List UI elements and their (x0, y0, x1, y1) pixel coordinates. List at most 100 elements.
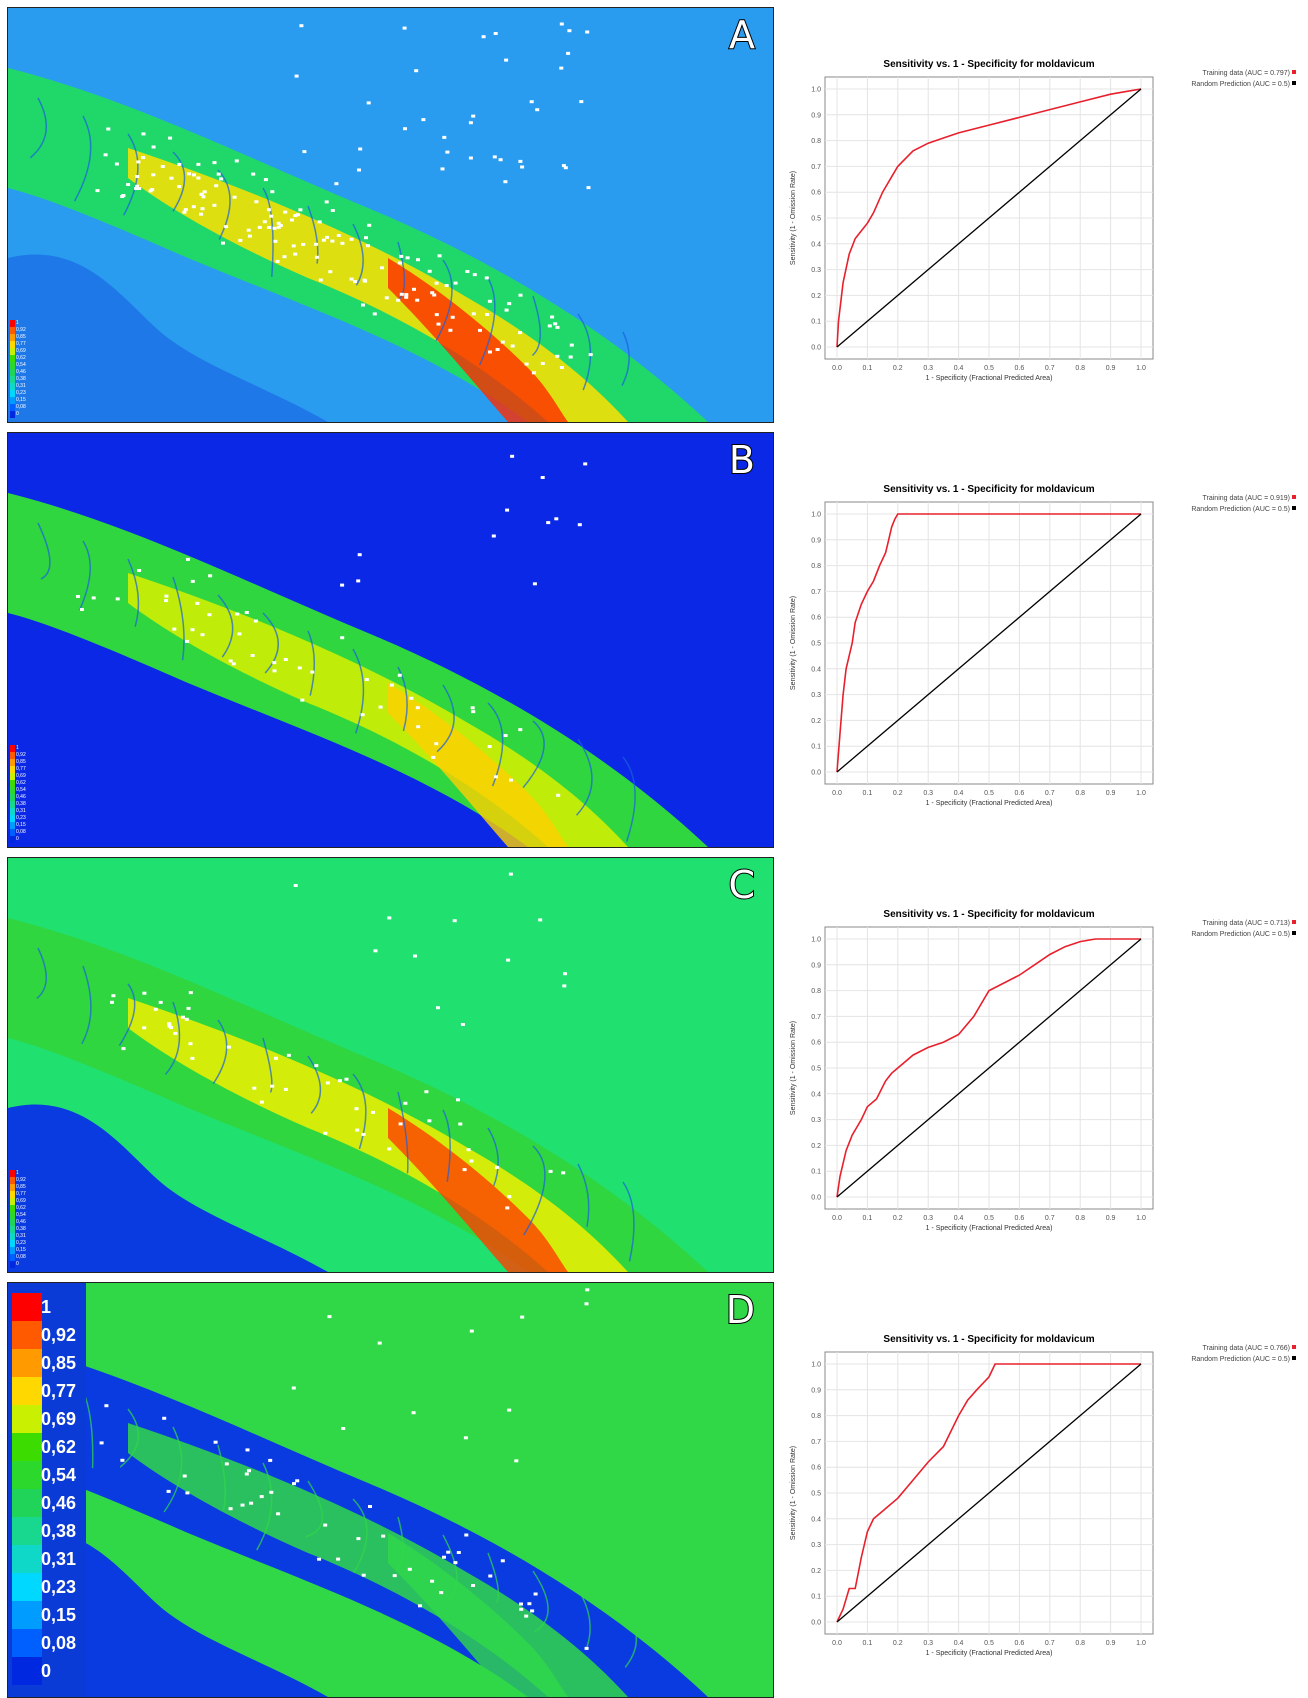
river-line (577, 1163, 590, 1227)
occurrence-point (340, 241, 345, 245)
occurrence-point (294, 74, 299, 78)
occurrence-point (252, 1086, 257, 1090)
occurrence-point (524, 1614, 529, 1618)
occurrence-point (190, 628, 195, 632)
y-tick-label: 0.4 (811, 1091, 821, 1098)
occurrence-point (456, 1551, 461, 1554)
legend-tick-label: 0,85 (16, 1184, 26, 1190)
legend-swatch (12, 1433, 42, 1461)
occurrence-point (547, 324, 552, 328)
occurrence-point (398, 1122, 403, 1126)
occurrence-point (372, 312, 377, 316)
river-line (307, 205, 319, 264)
occurrence-point (532, 582, 537, 586)
occurrence-point (323, 1131, 328, 1135)
y-tick-label: 1.0 (811, 512, 821, 519)
legend-swatch (10, 808, 15, 815)
y-tick-label: 0.9 (811, 1387, 821, 1394)
occurrence-point (442, 135, 447, 139)
y-tick-label: 0.3 (811, 1117, 821, 1124)
occurrence-point (357, 553, 362, 557)
occurrence-point (472, 273, 477, 277)
occurrence-point (389, 683, 394, 687)
occurrence-point (367, 223, 372, 227)
map-panel-c: C 1 0,92 0,85 0,77 0,69 0,62 0,54 0,46 0,38 0,31 0… (7, 857, 774, 1273)
river-line (217, 594, 234, 658)
occurrence-point (445, 150, 450, 154)
legend-tick-label: 0,92 (16, 327, 26, 333)
legend-tick-label: 0,62 (16, 1205, 26, 1211)
occurrence-point (415, 706, 420, 710)
occurrence-point (172, 627, 177, 631)
occurrence-point (453, 281, 458, 285)
y-tick-label: 1.0 (811, 87, 821, 94)
roc-chart-a: Sensitivity vs. 1 - Specificity for mold… (785, 55, 1300, 395)
legend-swatch (10, 1205, 15, 1212)
occurrence-point (169, 176, 174, 180)
x-tick-label: 0.2 (893, 790, 903, 797)
occurrence-point (126, 183, 131, 186)
legend-swatch (10, 1191, 15, 1198)
occurrence-point (302, 150, 307, 154)
legend-tick-label: 1 (16, 1170, 19, 1176)
occurrence-point (529, 100, 534, 104)
occurrence-point (411, 1411, 416, 1415)
occurrence-point (588, 353, 593, 357)
x-tick-label: 0.0 (832, 1215, 842, 1222)
legend-swatch (10, 1170, 15, 1177)
river-line (442, 1109, 451, 1183)
occurrence-point (200, 633, 205, 637)
occurrence-point (254, 200, 259, 204)
occurrence-point (495, 1165, 499, 1169)
occurrence-point (183, 208, 188, 212)
occurrence-point (403, 127, 407, 131)
x-tick-label: 0.2 (893, 1215, 903, 1222)
occurrence-point (491, 534, 496, 538)
occurrence-point (460, 1023, 465, 1026)
legend-tick-label: 0,23 (16, 1240, 26, 1246)
legend-swatch (10, 411, 15, 418)
legend-swatch (12, 1377, 42, 1405)
occurrence-point (290, 218, 294, 222)
occurrence-point (317, 220, 322, 224)
occurrence-point (413, 954, 417, 958)
occurrence-point (231, 662, 236, 666)
lowland-area (8, 254, 328, 422)
river-line (262, 187, 274, 277)
river-line (29, 97, 48, 159)
occurrence-point (135, 184, 140, 188)
y-tick-label: 0.2 (811, 1568, 821, 1575)
occurrence-point (403, 1101, 408, 1105)
legend-swatch (10, 822, 15, 829)
y-axis-label: Sensitivity (1 - Omission Rate) (790, 1446, 797, 1540)
occurrence-point (325, 235, 329, 239)
occurrence-point (208, 574, 213, 578)
panel-label: C (727, 863, 756, 907)
occurrence-point (111, 994, 116, 998)
occurrence-point (396, 298, 401, 302)
occurrence-point (249, 1501, 254, 1505)
legend-tick-label: 0,15 (16, 397, 26, 403)
legend-tick-label: 0,77 (16, 1191, 26, 1197)
legend-swatch (10, 348, 15, 355)
occurrence-point (452, 919, 457, 923)
occurrence-point (436, 322, 441, 326)
legend-entry: Training data (AUC = 0.766) (1203, 1345, 1290, 1352)
y-axis-label: Sensitivity (1 - Omission Rate) (790, 1021, 797, 1115)
occurrence-point (250, 654, 255, 657)
river-line (37, 522, 51, 580)
y-tick-label: 0.7 (811, 589, 821, 596)
y-tick-label: 0.5 (811, 216, 821, 223)
occurrence-point (262, 220, 267, 224)
occurrence-point (340, 583, 345, 587)
occurrence-point (200, 207, 205, 211)
occurrence-point (158, 1000, 163, 1004)
river-line (352, 223, 364, 286)
river-line (397, 1091, 409, 1174)
river-line (172, 576, 185, 661)
occurrence-point (519, 1607, 524, 1611)
occurrence-point (355, 1128, 360, 1132)
x-axis-label: 1 - Specificity (Fractional Predicted Ar… (926, 800, 1053, 807)
suitability-map-a (8, 8, 773, 422)
occurrence-point (404, 293, 409, 297)
